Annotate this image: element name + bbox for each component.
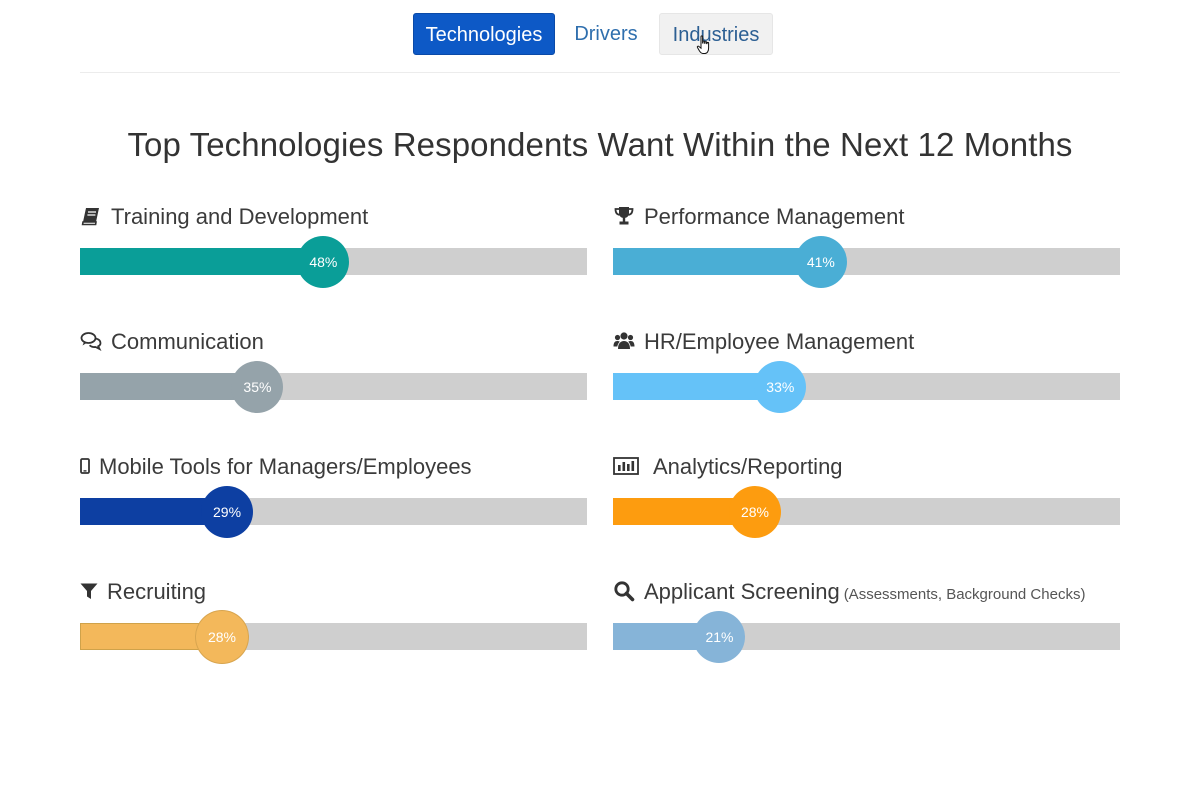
metric-label: Training and Development <box>80 202 368 232</box>
metric-mobile-tools: Mobile Tools for Managers/Employees 29% <box>80 452 587 552</box>
search-icon <box>613 580 635 602</box>
tab-drivers[interactable]: Drivers <box>574 23 638 45</box>
comments-icon <box>80 330 102 352</box>
progress-fill <box>80 248 324 275</box>
metric-label: Applicant Screening (Assessments, Backgro… <box>613 577 1085 607</box>
progress-fill <box>613 248 821 275</box>
metric-communication: Communication 35% <box>80 327 587 427</box>
metric-label-text: HR/Employee Management <box>644 329 915 354</box>
metric-label-text: Recruiting <box>107 579 207 604</box>
trophy-icon <box>613 205 635 227</box>
progress-track: 48% <box>80 235 587 288</box>
metric-training-development: Training and Development 48% <box>80 202 587 302</box>
progress-track: 33% <box>613 360 1120 413</box>
progress-knob: 41% <box>794 235 847 288</box>
tab-bar: Technologies Drivers Industries <box>0 13 1200 55</box>
progress-knob: 48% <box>297 235 350 288</box>
metric-label: Analytics/Reporting <box>613 452 843 482</box>
metric-hr-employee-management: HR/Employee Management 33% <box>613 327 1120 427</box>
progress-track: 28% <box>613 485 1120 538</box>
progress-fill <box>613 373 781 400</box>
metric-label: Performance Management <box>613 202 904 232</box>
progress-knob: 29% <box>201 485 254 538</box>
progress-track: 41% <box>613 235 1120 288</box>
progress-knob: 33% <box>754 360 807 413</box>
metric-applicant-screening: Applicant Screening (Assessments, Backgro… <box>613 577 1120 677</box>
tab-technologies[interactable]: Technologies <box>413 13 555 55</box>
metric-sublabel: (Assessments, Background Checks) <box>843 586 1086 603</box>
metric-label-text: Analytics/Reporting <box>653 454 843 479</box>
progress-track: 28% <box>80 610 587 663</box>
progress-knob: 28% <box>728 485 781 538</box>
progress-track: 21% <box>613 610 1120 663</box>
progress-knob: 35% <box>231 360 284 413</box>
mobile-icon <box>80 455 90 477</box>
progress-knob: 21% <box>693 610 746 663</box>
progress-track: 29% <box>80 485 587 538</box>
metric-label-text: Training and Development <box>111 204 369 229</box>
metric-recruiting: Recruiting 28% <box>80 577 587 677</box>
metric-analytics-reporting: Analytics/Reporting 28% <box>613 452 1120 552</box>
progress-knob: 28% <box>195 610 248 663</box>
metric-label-text: Applicant Screening <box>644 579 840 604</box>
metric-label: HR/Employee Management <box>613 327 914 357</box>
metric-label: Communication <box>80 327 264 357</box>
page-title: Top Technologies Respondents Want Within… <box>127 126 1073 163</box>
metric-label-text: Communication <box>111 329 264 354</box>
filter-icon <box>80 580 98 602</box>
tab-divider <box>80 72 1120 73</box>
book-icon <box>80 205 102 227</box>
progress-track: 35% <box>80 360 587 413</box>
users-icon <box>613 330 635 352</box>
progress-fill <box>80 373 258 400</box>
metric-label: Recruiting <box>80 577 206 607</box>
metric-label-text: Mobile Tools for Managers/Employees <box>99 454 472 479</box>
hand-cursor-icon <box>696 35 710 54</box>
metric-label: Mobile Tools for Managers/Employees <box>80 452 472 482</box>
bar-chart-icon <box>613 455 639 477</box>
metric-performance-management: Performance Management 41% <box>613 202 1120 302</box>
metric-label-text: Performance Management <box>644 204 905 229</box>
tab-industries[interactable]: Industries <box>659 13 773 55</box>
